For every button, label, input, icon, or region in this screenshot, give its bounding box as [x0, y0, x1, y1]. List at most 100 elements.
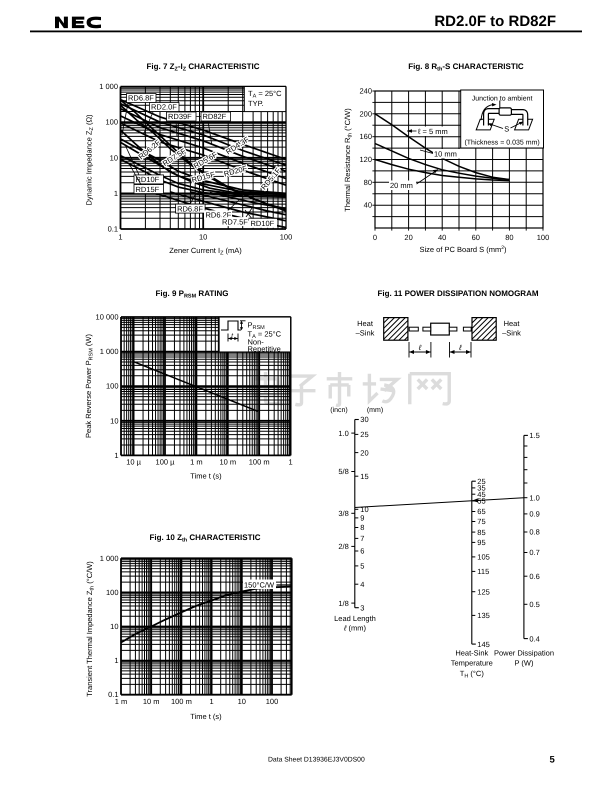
svg-text:Time t (s): Time t (s) — [190, 712, 222, 721]
svg-text:1 m: 1 m — [190, 458, 203, 467]
svg-text:25: 25 — [477, 477, 485, 486]
svg-text:Fig. 11 POWER DISSIPATION NOM: Fig. 11 POWER DISSIPATION NOMOGRAM — [377, 289, 538, 298]
svg-text:TH (°C): TH (°C) — [460, 669, 485, 680]
svg-text:Repetitive: Repetitive — [248, 344, 281, 353]
svg-text:1 m: 1 m — [115, 697, 128, 706]
svg-text:100 m: 100 m — [249, 458, 270, 467]
svg-text:120: 120 — [359, 155, 372, 164]
svg-text:85: 85 — [477, 528, 485, 537]
svg-text:1: 1 — [114, 656, 118, 665]
svg-text:RD2.0F to RD82F: RD2.0F to RD82F — [434, 13, 556, 30]
svg-text:9: 9 — [360, 514, 364, 523]
svg-text:0.7: 0.7 — [529, 548, 539, 557]
svg-text:1 000: 1 000 — [100, 554, 119, 563]
svg-text:RD82F: RD82F — [203, 112, 227, 121]
svg-text:Heat: Heat — [357, 319, 374, 328]
svg-text:0.5: 0.5 — [529, 600, 539, 609]
svg-text:Heat: Heat — [504, 319, 521, 328]
svg-text:3/8: 3/8 — [338, 509, 348, 518]
svg-text:10: 10 — [199, 233, 207, 242]
svg-text:TA = 25°C: TA = 25°C — [248, 89, 282, 100]
svg-text:1: 1 — [118, 233, 122, 242]
svg-text:80: 80 — [505, 233, 513, 242]
svg-text:(incn): (incn) — [330, 406, 348, 414]
svg-text:Size of PC Board S (mm2): Size of PC Board S (mm2) — [420, 245, 507, 254]
svg-text:10: 10 — [110, 416, 118, 425]
svg-text:30: 30 — [360, 415, 368, 424]
svg-text:RD39F: RD39F — [168, 112, 192, 121]
svg-text:1 000: 1 000 — [99, 82, 118, 91]
svg-text:Fig. 9 PRSM RATING: Fig. 9 PRSM RATING — [156, 289, 229, 300]
svg-text:Thermal Resistance Rth (°C/W): Thermal Resistance Rth (°C/W) — [343, 108, 354, 212]
svg-text:Junction to ambient: Junction to ambient — [472, 95, 533, 103]
svg-text:10 m: 10 m — [219, 458, 236, 467]
svg-text:40: 40 — [364, 201, 372, 210]
svg-text:10 mm: 10 mm — [434, 150, 457, 159]
svg-text:RD10F: RD10F — [136, 175, 160, 184]
svg-text:1/8: 1/8 — [338, 599, 348, 608]
svg-text:Data Sheet D13936EJ3V0DS00: Data Sheet D13936EJ3V0DS00 — [268, 757, 365, 764]
svg-text:65: 65 — [477, 507, 485, 516]
svg-text:TA = 25°C: TA = 25°C — [248, 330, 282, 340]
svg-text:5: 5 — [550, 755, 556, 766]
svg-text:10: 10 — [238, 697, 246, 706]
svg-text:RD7.5F: RD7.5F — [222, 217, 248, 226]
svg-text:1.0: 1.0 — [529, 493, 539, 502]
svg-text:20 mm: 20 mm — [390, 181, 413, 190]
svg-text:P (W): P (W) — [514, 659, 534, 668]
svg-text:0.4: 0.4 — [529, 634, 539, 643]
svg-text:0.1: 0.1 — [108, 690, 118, 699]
svg-text:145: 145 — [477, 640, 490, 649]
svg-text:0.1: 0.1 — [108, 225, 118, 234]
svg-text:5: 5 — [360, 562, 364, 571]
svg-text:2/8: 2/8 — [338, 542, 348, 551]
svg-text:160: 160 — [359, 132, 372, 141]
svg-text:(mm): (mm) — [367, 406, 383, 414]
svg-text:0: 0 — [373, 233, 377, 242]
svg-text:0.6: 0.6 — [529, 572, 539, 581]
svg-text:Heat-Sink: Heat-Sink — [455, 649, 488, 658]
svg-text:15: 15 — [360, 472, 368, 481]
svg-text:Time t (s): Time t (s) — [190, 472, 222, 481]
svg-text:1: 1 — [289, 458, 293, 467]
svg-text:100 m: 100 m — [171, 697, 192, 706]
svg-text:Dynamic Impedance ZZ (Ω): Dynamic Impedance ZZ (Ω) — [85, 114, 96, 206]
svg-text:45: 45 — [477, 490, 485, 499]
svg-text:1.0: 1.0 — [338, 429, 348, 438]
svg-text:100 µ: 100 µ — [156, 458, 176, 467]
svg-text:4: 4 — [360, 580, 364, 589]
svg-text:(Thickness = 0.035 mm): (Thickness = 0.035 mm) — [464, 139, 539, 147]
svg-text:ℓ = 5 mm: ℓ = 5 mm — [418, 127, 448, 136]
svg-text:Peak Reverse Power PRSM (W): Peak Reverse Power PRSM (W) — [84, 334, 95, 438]
svg-text:t: t — [231, 333, 234, 340]
svg-text:RD6.8F: RD6.8F — [128, 94, 154, 103]
svg-text:Lead Length: Lead Length — [334, 614, 376, 623]
svg-text:115: 115 — [477, 567, 489, 576]
svg-text:75: 75 — [477, 517, 485, 526]
svg-text:80: 80 — [364, 178, 372, 187]
svg-text:Fig. 7 ZZ-IZ CHARACTERISTIC: Fig. 7 ZZ-IZ CHARACTERISTIC — [147, 62, 260, 73]
svg-text:10: 10 — [110, 622, 118, 631]
svg-text:PRSM: PRSM — [248, 321, 266, 331]
svg-text:100: 100 — [106, 382, 119, 391]
svg-text:ℓ: ℓ — [458, 343, 462, 352]
svg-text:95: 95 — [477, 538, 485, 547]
svg-text:1: 1 — [114, 189, 118, 198]
svg-text:Fig. 10 Zth CHARACTERISTIC: Fig. 10 Zth CHARACTERISTIC — [150, 533, 261, 544]
svg-text:10 µ: 10 µ — [126, 458, 141, 467]
svg-text:RD2.0F: RD2.0F — [151, 103, 177, 112]
svg-text:RD6.2F: RD6.2F — [206, 211, 232, 220]
svg-text:1 000: 1 000 — [100, 347, 119, 356]
svg-text:40: 40 — [438, 233, 446, 242]
svg-text:100: 100 — [105, 118, 118, 127]
svg-text:135: 135 — [477, 611, 490, 620]
svg-text:100: 100 — [106, 588, 119, 597]
svg-text:100: 100 — [537, 233, 550, 242]
svg-text:10: 10 — [110, 153, 118, 162]
svg-text:3: 3 — [360, 603, 364, 612]
svg-text:ℓ: ℓ — [418, 343, 422, 352]
svg-text:10 000: 10 000 — [96, 313, 119, 322]
svg-text:125: 125 — [477, 587, 490, 596]
svg-text:RD10F: RD10F — [251, 219, 275, 228]
svg-text:1.5: 1.5 — [529, 431, 539, 440]
